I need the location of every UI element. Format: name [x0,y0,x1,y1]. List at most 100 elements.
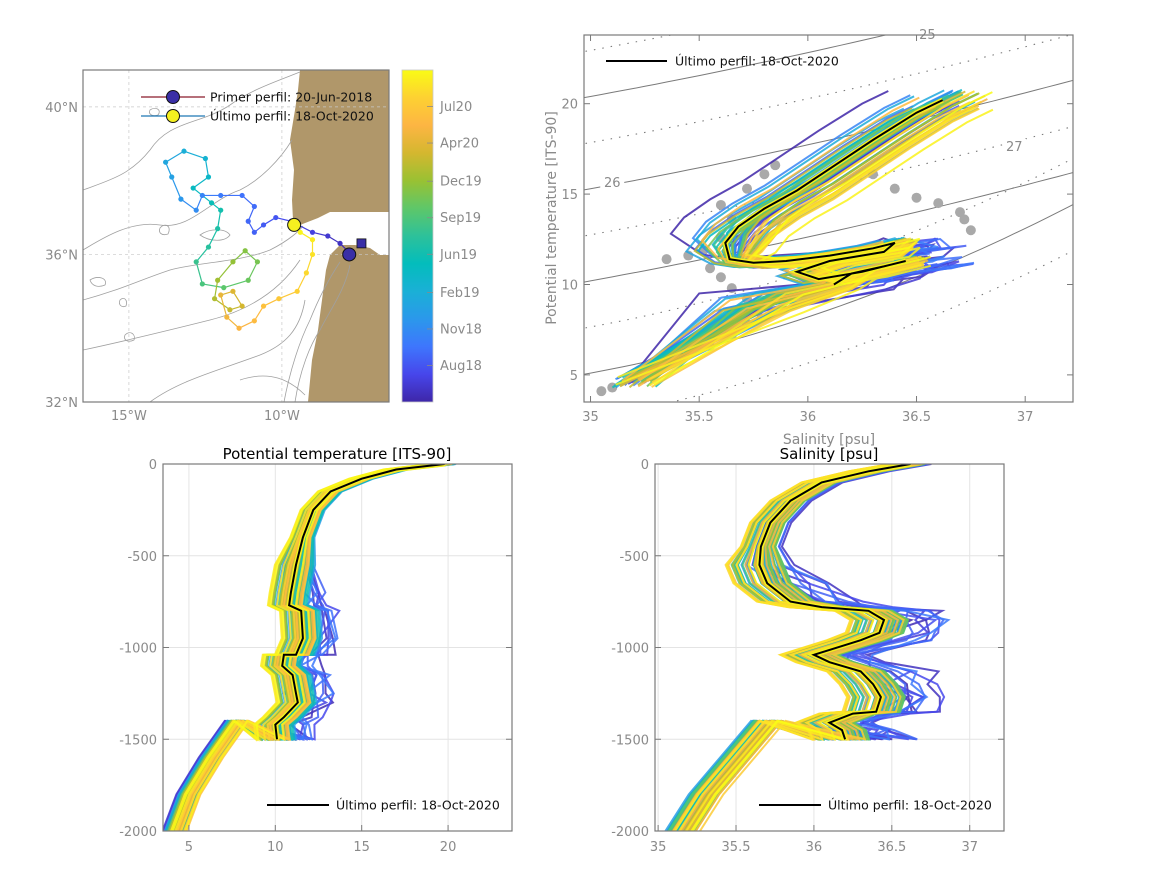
profile-point [309,229,316,235]
legend-first-profile: Primer perfil: 20-Jun-2018 [210,90,372,105]
ts-profile-line [615,108,994,386]
track-segment [278,290,298,300]
y-tick-label: -1000 [611,642,649,657]
track-segment [232,250,246,263]
track-segment [207,228,219,248]
isopycnal-dotted-line [584,35,1073,145]
y-tick-label: -2000 [119,825,157,840]
climatology-point [705,263,716,274]
ts-y-tick-label: 15 [561,188,578,203]
x-tick-label: 36 [806,840,823,855]
first-profile-legend-marker [166,90,180,104]
profile-point [297,229,303,235]
climatology-point [959,214,970,225]
climatology-point [759,169,770,180]
bathymetry-contour [159,224,170,236]
profile-point [205,174,212,180]
x-tick-label: 35.5 [722,840,751,855]
climatology-point [933,198,944,209]
ts-profile-line [621,96,920,383]
last-profile-legend-marker [166,109,180,123]
climatology-point [715,272,726,283]
track-segment [171,176,182,200]
profile-point [190,185,196,191]
track-segment [217,210,222,229]
temperature-depth-title: Potential temperature [ITS-90] [223,445,452,463]
ts-legend: Último perfil: 18-Oct-2020 [606,54,839,69]
profile-point [309,251,316,258]
profile-point [254,259,261,265]
track-segment [232,291,243,307]
profile-point [215,226,221,232]
track-segment [223,279,249,289]
colorbar-tick-label: Apr20 [440,137,479,152]
colorbar-tick-label: Jun19 [439,248,477,263]
depth-profile-line [699,464,923,831]
profile-point [230,288,236,294]
ts-frame [583,34,1074,403]
bathymetry-contour [149,299,306,402]
profile-point [218,207,224,213]
bathymetry-contour [283,261,341,402]
track-segment [213,280,219,299]
map-axis-ticks: 15°W 10°W 40°N 36°N 32°N [45,101,300,424]
profile-point [208,200,215,206]
bathymetry-contour [83,225,304,301]
profile-point [193,259,199,265]
sz-last-profile [756,464,911,741]
track-segment [312,231,328,237]
ts-legend-label: Último perfil: 18-Oct-2020 [675,54,839,69]
profile-point [245,277,251,283]
ts-profile-line [653,91,993,386]
map-y-tick-label: 40°N [45,101,78,116]
profile-point [239,192,245,199]
map-x-tick-label: 10°W [264,409,300,424]
profile-point [251,229,257,235]
x-tick-label: 20 [440,840,457,855]
ts-axis-ticks: 35 35.5 36 36.5 37 5 10 15 20 [561,35,1073,425]
profile-point [294,288,300,294]
climatology-point [911,192,922,203]
profile-point [251,318,257,324]
ts-ylabel: Potential temperature [ITS-90] [544,111,560,325]
tz-last-profile [272,464,445,740]
deployment-square-marker [356,238,367,249]
colorbar-tick-label: Nov18 [440,322,482,337]
y-tick-label: -1500 [119,733,157,748]
ts-x-tick-label: 35 [582,410,599,425]
depth-profile-line [694,464,919,831]
profile-point [242,248,248,254]
track-segment [296,272,307,292]
ts-profile-line [651,107,980,383]
track-segment [241,194,255,207]
y-tick-label: -2000 [611,825,649,840]
track-segment [204,158,210,178]
salinity-depth-panel: Salinity [psu] 35 35.5 36 36.5 37 0 -500 -1000 -… [611,445,1005,855]
profile-point [303,270,309,276]
track-segment [195,195,203,211]
tz-legend-label: Último perfil: 18-Oct-2020 [336,798,500,813]
depth-profile-line [687,464,945,831]
profile-point [276,296,282,302]
float-track [163,148,352,331]
climatology-point [965,225,976,236]
track-segment [244,250,258,263]
profile-point [202,155,208,162]
ts-y-tick-label: 20 [561,98,578,113]
ts-last-profile-line [724,99,944,286]
map-content [83,70,389,402]
colorbar-tick-label: Dec19 [440,175,482,190]
x-tick-label: 15 [353,840,370,855]
track-segment [275,216,292,222]
y-tick-label: -500 [619,550,649,565]
profile-point [199,192,205,199]
isopycnal-line [584,79,1073,191]
track-segment [253,305,265,322]
profile-point [236,325,242,331]
track-segment [263,298,280,307]
y-tick-label: -1000 [119,642,157,657]
track-segment [217,261,234,281]
first-profile-marker [342,247,357,262]
colorbar-gradient [401,69,434,403]
